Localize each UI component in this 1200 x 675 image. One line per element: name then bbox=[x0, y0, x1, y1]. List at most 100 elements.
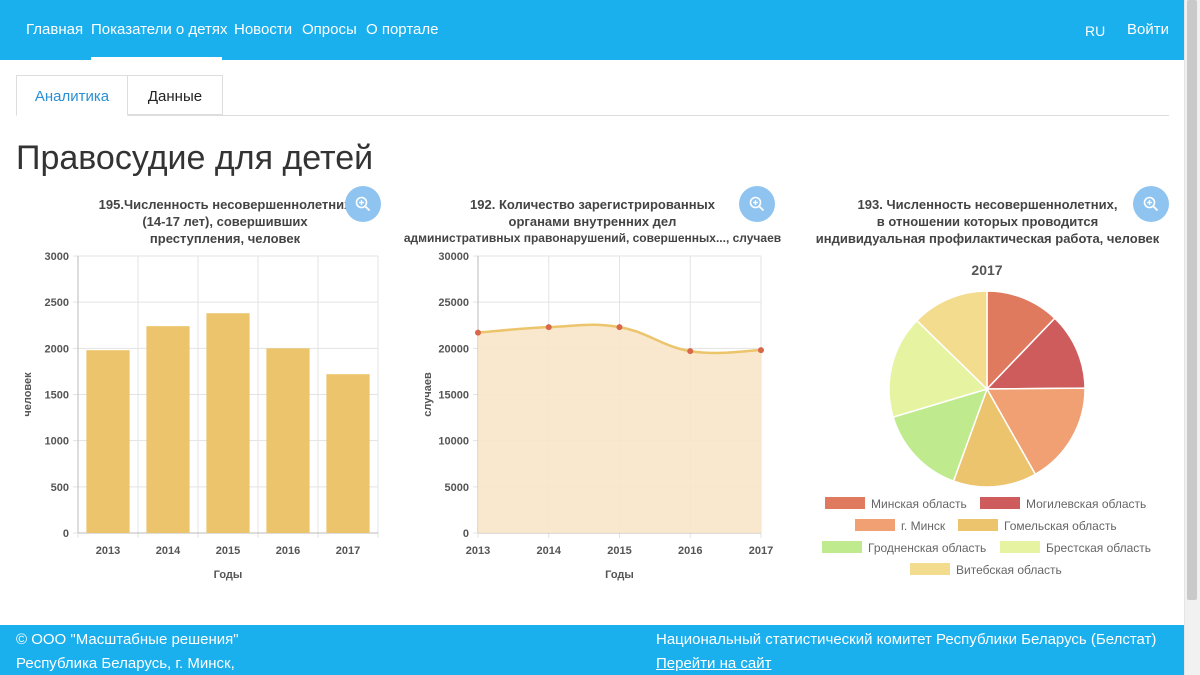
area-chart-y-tick-label: 25000 bbox=[438, 297, 469, 309]
area-chart-y-tick-label: 15000 bbox=[438, 390, 469, 402]
pie-slice bbox=[985, 317, 1086, 390]
bar-chart-y-tick-label: 0 bbox=[63, 528, 69, 540]
bar-2015 bbox=[206, 313, 250, 533]
legend-label: Могилевская область bbox=[1026, 497, 1146, 511]
bar-chart-y-tick-label: 2000 bbox=[45, 343, 69, 355]
bar-chart-x-tick-label: 2016 bbox=[276, 545, 300, 557]
bar-2017 bbox=[326, 374, 370, 533]
page-title: Правосудие для детей bbox=[16, 139, 374, 177]
legend-swatch bbox=[910, 563, 950, 575]
bar-chart-y-tick-label: 1500 bbox=[45, 390, 69, 402]
legend-swatch bbox=[822, 541, 862, 553]
legend-swatch bbox=[958, 519, 998, 531]
bar-chart-x-tick-label: 2015 bbox=[216, 545, 240, 557]
pie-chart: 2017 Минская область Могилевская область г.… bbox=[822, 262, 1151, 577]
chart2-title-line: административных правонарушений, соверше… bbox=[403, 231, 782, 245]
legend-label: Гомельская область bbox=[1004, 519, 1117, 533]
data-point-2015 bbox=[616, 324, 623, 331]
data-point-2017 bbox=[758, 347, 764, 354]
chart3-zoom-button[interactable] bbox=[1133, 186, 1169, 222]
area-chart-x-tick-label: 2017 bbox=[749, 545, 773, 557]
data-point-2014 bbox=[545, 324, 552, 331]
legend-swatch bbox=[855, 519, 895, 531]
footer-copyright: © ООО "Масштабные решения" bbox=[16, 631, 239, 648]
area-chart: 0 5000 10000 15000 20000 25000 30000 2013 2014 20… bbox=[422, 251, 773, 581]
zoom-in-icon bbox=[749, 196, 765, 212]
bar-2013 bbox=[86, 350, 130, 533]
chart3-title-line: в отношении которых проводится bbox=[876, 214, 1099, 229]
pie-slice bbox=[888, 319, 989, 419]
chart3-title-line: индивидуальная профилактическая работа, … bbox=[815, 231, 1160, 246]
chart2-zoom-button[interactable] bbox=[739, 186, 775, 222]
area-chart-y-tick-label: 10000 bbox=[438, 436, 469, 448]
area-chart-y-tick-label: 30000 bbox=[438, 251, 469, 263]
data-point-2013 bbox=[475, 329, 481, 336]
bar-2016 bbox=[266, 348, 310, 533]
zoom-in-icon bbox=[1143, 196, 1159, 212]
login-link[interactable]: Войти bbox=[1127, 21, 1169, 38]
tabs-divider bbox=[16, 115, 1169, 116]
bar-chart-y-tick-label: 3000 bbox=[45, 251, 69, 263]
top-navbar: Главная Показатели о детях Новости Опрос… bbox=[0, 0, 1184, 60]
pie-slice bbox=[986, 290, 1056, 391]
area-chart-y-tick-label: 0 bbox=[463, 528, 469, 540]
chart1-title-line: (14-17 лет), совершивших bbox=[142, 214, 308, 229]
scrollbar-thumb[interactable] bbox=[1187, 0, 1197, 600]
legend-label: Брестская область bbox=[1046, 541, 1151, 555]
area-chart-y-axis-title: случаев bbox=[422, 372, 434, 417]
chart1-title: 195.Численность несовершеннолетних (14-1… bbox=[40, 196, 410, 247]
bar-chart: 0 500 1000 1500 2000 2500 3000 2013 2014 2015 2016… bbox=[22, 251, 379, 581]
bar-chart-y-tick-label: 500 bbox=[51, 482, 69, 494]
chart2-title-line: 192. Количество зарегистрированных bbox=[470, 197, 715, 212]
chart3-title-line: 193. Численность несовершеннолетних, bbox=[857, 197, 1118, 212]
zoom-in-icon bbox=[355, 196, 371, 212]
chart1-zoom-button[interactable] bbox=[345, 186, 381, 222]
footer-org-name: Национальный статистический комитет Респ… bbox=[656, 631, 1157, 648]
language-switch[interactable]: RU bbox=[1085, 23, 1106, 39]
chart1-title-line: 195.Численность несовершеннолетних bbox=[98, 197, 352, 212]
footer-site-link[interactable]: Перейти на сайт bbox=[656, 655, 772, 672]
bar-chart-y-tick-label: 2500 bbox=[45, 297, 69, 309]
bar-chart-y-axis-title: человек bbox=[22, 372, 34, 417]
bar-chart-x-tick-label: 2013 bbox=[96, 545, 120, 557]
area-chart-x-tick-label: 2016 bbox=[678, 545, 702, 557]
nav-item-home[interactable]: Главная bbox=[26, 21, 84, 38]
legend-swatch bbox=[1000, 541, 1040, 553]
chart3-title: 193. Численность несовершеннолетних, в о… bbox=[800, 196, 1175, 247]
legend-label: г. Минск bbox=[901, 519, 946, 533]
bar-2014 bbox=[146, 326, 190, 533]
area-chart-x-tick-label: 2014 bbox=[537, 545, 562, 557]
pie-slice bbox=[892, 387, 989, 483]
legend-label: Витебская область bbox=[956, 563, 1062, 577]
chart2-title: 192. Количество зарегистрированных орган… bbox=[400, 196, 785, 247]
nav-item-children-indicators[interactable]: Показатели о детях bbox=[91, 21, 228, 38]
nav-item-news[interactable]: Новости bbox=[234, 21, 293, 38]
area-chart-x-axis-title: Годы bbox=[605, 569, 634, 581]
chart1-title-line: преступления, человек bbox=[149, 231, 301, 246]
pie-slice bbox=[985, 387, 1086, 476]
chart2-title-line: органами внутренних дел bbox=[508, 214, 677, 229]
tab-analytics[interactable]: Аналитика bbox=[16, 75, 128, 116]
legend-label: Гродненская область bbox=[868, 541, 986, 555]
footer: © ООО "Масштабные решения" Республика Бе… bbox=[0, 625, 1184, 675]
bar-chart-y-tick-label: 1000 bbox=[45, 436, 69, 448]
nav-item-polls[interactable]: Опросы bbox=[302, 21, 357, 38]
area-chart-x-tick-label: 2015 bbox=[607, 545, 631, 557]
footer-address: Республика Беларусь, г. Минск, bbox=[16, 655, 235, 672]
pie-slice bbox=[952, 387, 1037, 488]
pie-title: 2017 bbox=[971, 262, 1002, 278]
bar-chart-x-tick-label: 2014 bbox=[156, 545, 181, 557]
nav-item-about[interactable]: О портале bbox=[366, 21, 439, 38]
data-point-2016 bbox=[687, 348, 694, 355]
area-chart-y-tick-label: 5000 bbox=[445, 482, 469, 494]
bar-chart-x-axis-title: Годы bbox=[214, 569, 243, 581]
bar-chart-x-tick-label: 2017 bbox=[336, 545, 360, 557]
tab-data[interactable]: Данные bbox=[128, 75, 223, 115]
area-chart-y-tick-label: 20000 bbox=[438, 343, 469, 355]
pie-slice bbox=[915, 290, 988, 391]
legend-label: Минская область bbox=[871, 497, 967, 511]
area-fill bbox=[478, 324, 761, 533]
active-nav-indicator bbox=[91, 57, 222, 60]
legend-swatch bbox=[980, 497, 1020, 509]
legend-swatch bbox=[825, 497, 865, 509]
